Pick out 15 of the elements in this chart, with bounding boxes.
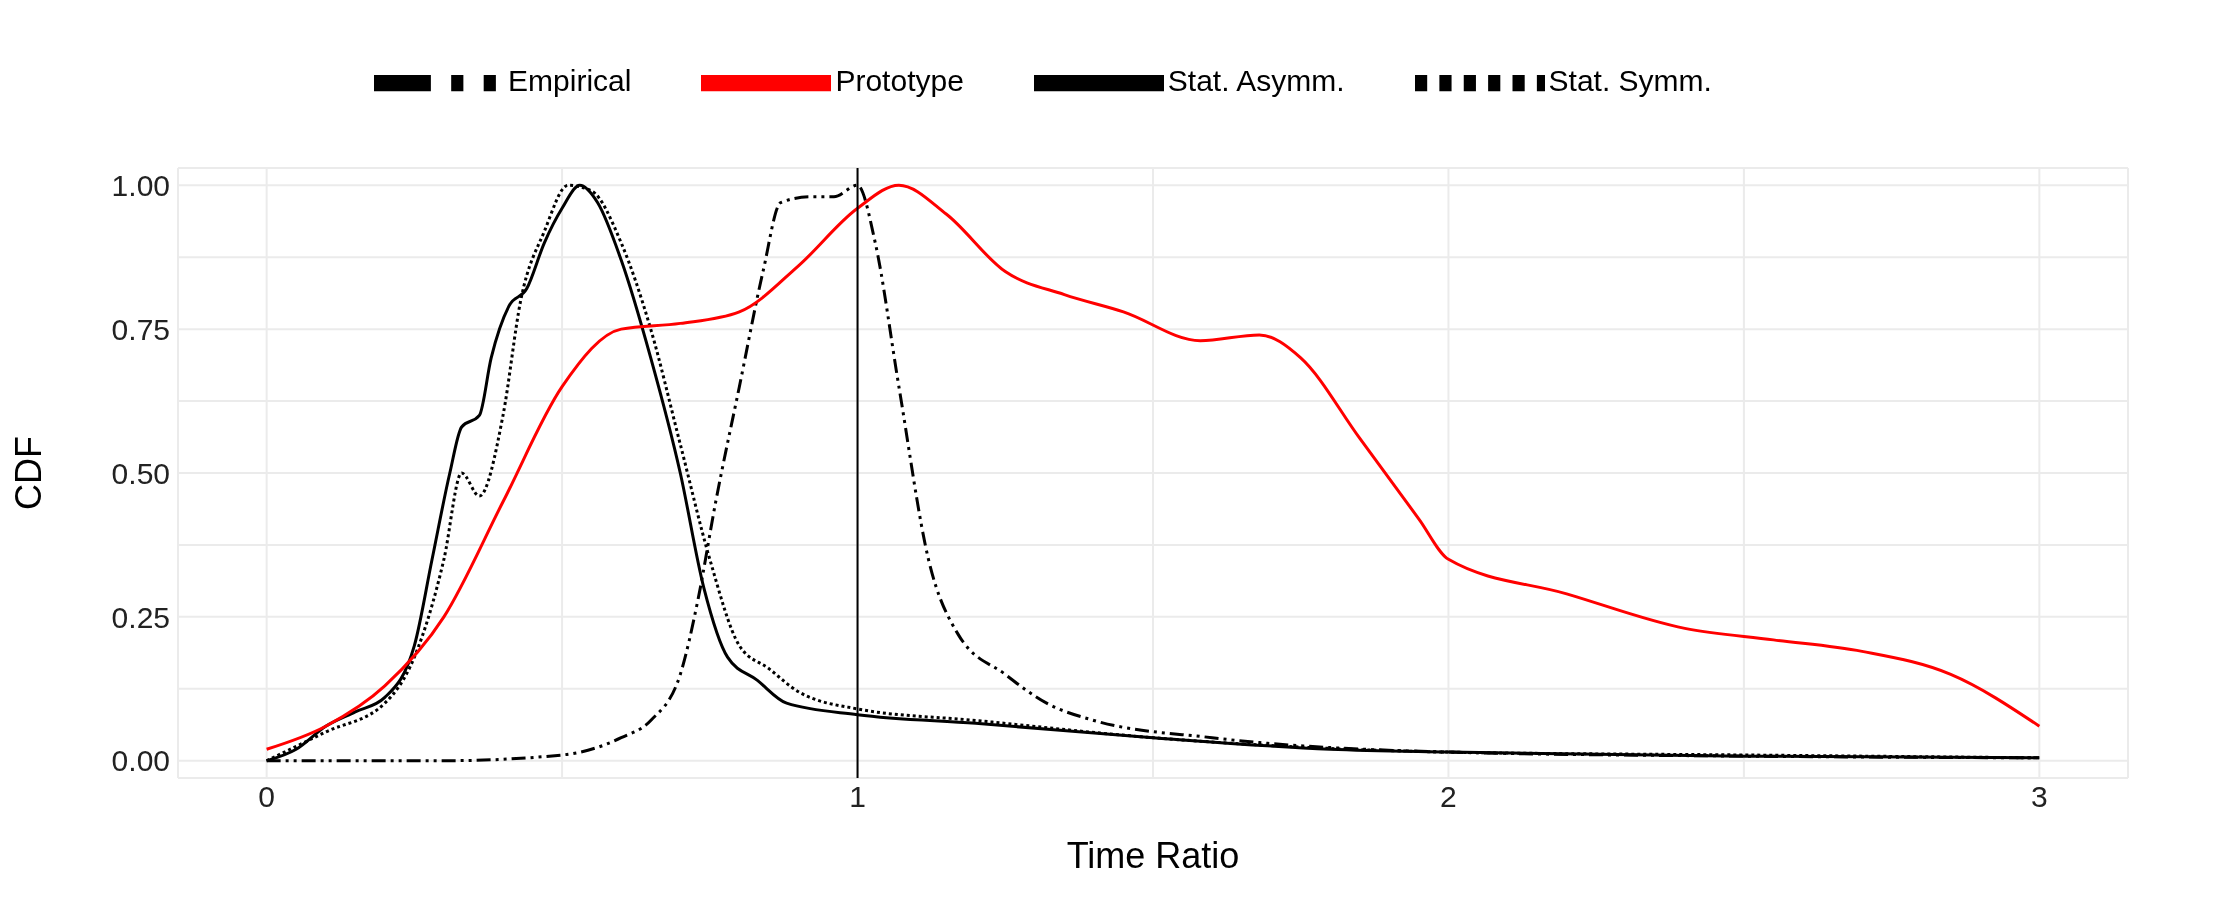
y-tick-label: 0.75 bbox=[111, 312, 170, 346]
legend-label: Stat. Symm. bbox=[1548, 63, 1712, 97]
y-axis-title: CDF bbox=[7, 436, 49, 510]
x-tick-label: 2 bbox=[1440, 780, 1457, 814]
legend-label: Stat. Asymm. bbox=[1167, 63, 1345, 97]
y-tick-label: 0.00 bbox=[111, 744, 170, 778]
x-tick-label: 3 bbox=[2031, 780, 2048, 814]
x-tick-label: 0 bbox=[258, 780, 275, 814]
y-tick-label: 1.00 bbox=[111, 168, 170, 202]
legend-label: Prototype bbox=[835, 63, 964, 97]
x-axis-title: Time Ratio bbox=[1066, 835, 1240, 876]
legend-label: Empirical bbox=[508, 63, 632, 97]
x-tick-label: 1 bbox=[849, 780, 866, 814]
y-tick-label: 0.50 bbox=[111, 456, 170, 490]
y-tick-label: 0.25 bbox=[111, 600, 170, 634]
